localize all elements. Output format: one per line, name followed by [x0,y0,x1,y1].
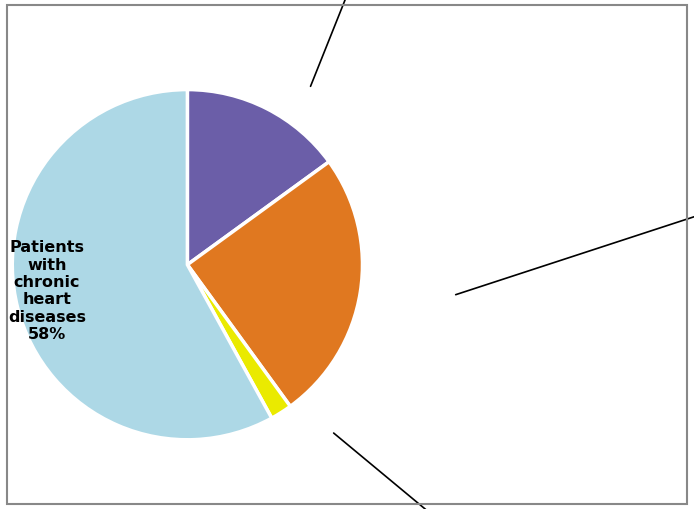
Wedge shape [187,265,290,418]
Text: Patients
after AMI
15%: Patients after AMI 15% [310,0,454,87]
Wedge shape [187,162,362,406]
Wedge shape [187,90,329,265]
Wedge shape [12,90,272,440]
Text: Control
2%: Control 2% [334,433,650,509]
Text: Patients
after heart
surgery
25%: Patients after heart surgery 25% [456,134,694,295]
Text: Patients
with
chronic
heart
diseases
58%: Patients with chronic heart diseases 58% [8,240,86,342]
